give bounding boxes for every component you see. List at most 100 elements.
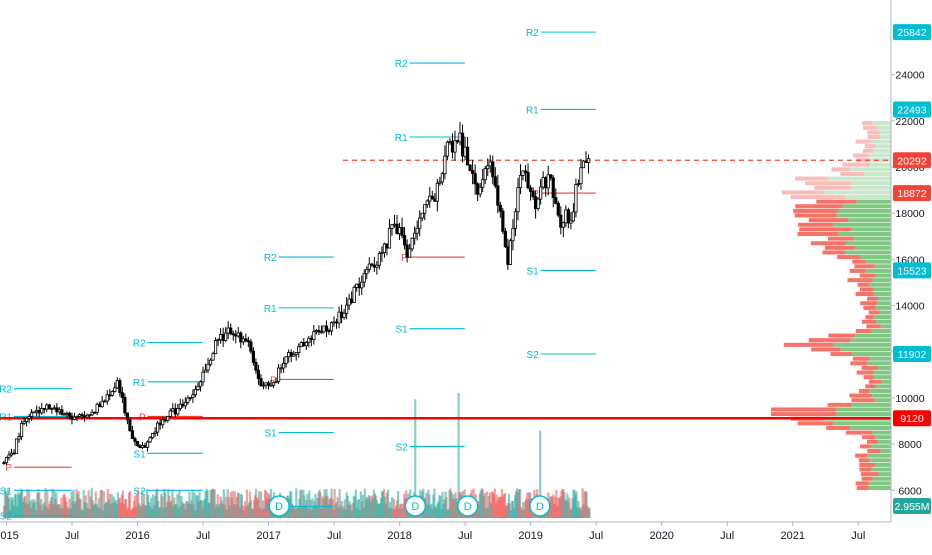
profile-bar-up [851, 185, 891, 190]
candle-body [100, 400, 104, 408]
candle-body [224, 332, 228, 342]
pivot-label-r1: R1 [395, 133, 408, 144]
profile-bar-down [797, 231, 839, 236]
candle-body [22, 421, 26, 424]
candle-body [153, 431, 157, 434]
candle-body [231, 333, 235, 336]
candle-body [32, 411, 36, 414]
pivot-label-p: P [270, 375, 277, 386]
candle-body [12, 452, 16, 455]
candle-body [244, 338, 248, 342]
time-tick-label: 2018 [387, 530, 411, 542]
profile-bar-down [826, 425, 851, 430]
candle-body [523, 170, 528, 173]
profile-bar-down [859, 388, 870, 394]
volume-bar [176, 494, 179, 518]
price-label-text: 9120 [900, 413, 924, 425]
candle-body [382, 243, 387, 254]
candle-body [445, 141, 450, 157]
candle-body [138, 445, 142, 448]
profile-bar-up [833, 222, 891, 227]
time-tick-label: Jul [720, 530, 734, 542]
price-tick-label: 24000 [895, 70, 924, 82]
candle-body [115, 380, 119, 389]
price-label-badge[interactable] [893, 185, 931, 202]
candle-body [234, 334, 238, 337]
volume-bars [2, 393, 591, 518]
candle-body [105, 394, 109, 402]
profile-bar-down [855, 292, 874, 297]
candle-body [478, 186, 482, 195]
profile-bar-up [870, 467, 891, 472]
candle-body [395, 223, 399, 234]
profile-bar-up [863, 171, 891, 176]
volume-bar [555, 489, 558, 518]
candle-body [173, 408, 177, 415]
volume-bar [361, 494, 364, 518]
candle-body [264, 382, 268, 386]
profile-bar-down [828, 333, 856, 338]
profile-bar-down [859, 462, 876, 467]
price-label-badge[interactable] [893, 262, 931, 279]
profile-bar-up [860, 255, 891, 260]
dividend-marker[interactable] [529, 495, 551, 517]
candle-body [460, 132, 465, 157]
candle-body [521, 170, 525, 176]
profile-bar-down [860, 444, 871, 449]
profile-bar-up [869, 356, 891, 361]
candle-body [571, 211, 576, 222]
candle-body [317, 330, 321, 333]
candle-body [75, 416, 79, 418]
candle-body [181, 403, 185, 407]
candle-body [428, 195, 432, 202]
profile-bar-up [880, 324, 891, 329]
profile-bar-down [863, 375, 874, 380]
dividend-marker[interactable] [457, 495, 479, 517]
candle-body [518, 175, 523, 189]
time-tick-label: 2021 [780, 530, 804, 542]
time-tick-label: 2019 [518, 530, 542, 542]
volume-bar [445, 496, 448, 518]
dividend-marker[interactable] [268, 495, 290, 517]
profile-bar-down [830, 352, 853, 357]
volume-bar [161, 496, 164, 518]
profile-bar-up [855, 333, 891, 338]
price-label-badge[interactable] [893, 346, 931, 363]
price-label-text: 25842 [897, 27, 926, 39]
candle-body [77, 414, 82, 417]
price-label-badge[interactable] [893, 152, 931, 169]
dividend-marker[interactable] [404, 495, 427, 517]
candle-body [254, 362, 258, 371]
volume-bar [483, 493, 486, 518]
price-label-badge[interactable] [893, 101, 931, 118]
profile-bar-up [874, 264, 891, 269]
profile-bar-up [865, 259, 891, 264]
candle-body [168, 410, 172, 417]
candle-body [493, 176, 497, 187]
candle-body [282, 362, 286, 369]
candle-body [226, 327, 230, 334]
profile-bar-up [850, 338, 891, 343]
profile-bar-up [873, 370, 891, 375]
volume-bar [257, 491, 261, 518]
candle-body [4, 457, 9, 464]
candle-body [549, 174, 553, 179]
profile-bar-up [836, 412, 891, 417]
profile-bar-up [836, 213, 891, 218]
profile-bar-up [875, 144, 891, 149]
price-label-badge[interactable] [893, 24, 931, 41]
price-label-badge[interactable] [893, 410, 931, 427]
profile-bar-down [783, 342, 834, 347]
volume-bar [306, 493, 309, 518]
volume-bar [259, 491, 263, 518]
volume-bar [397, 491, 400, 518]
profile-bar-down [860, 301, 877, 306]
candle-body [287, 352, 291, 358]
horizontal-lines[interactable] [0, 159, 891, 420]
profile-bar-down [849, 393, 873, 398]
candle-body [135, 440, 140, 447]
candle-body [420, 212, 424, 219]
